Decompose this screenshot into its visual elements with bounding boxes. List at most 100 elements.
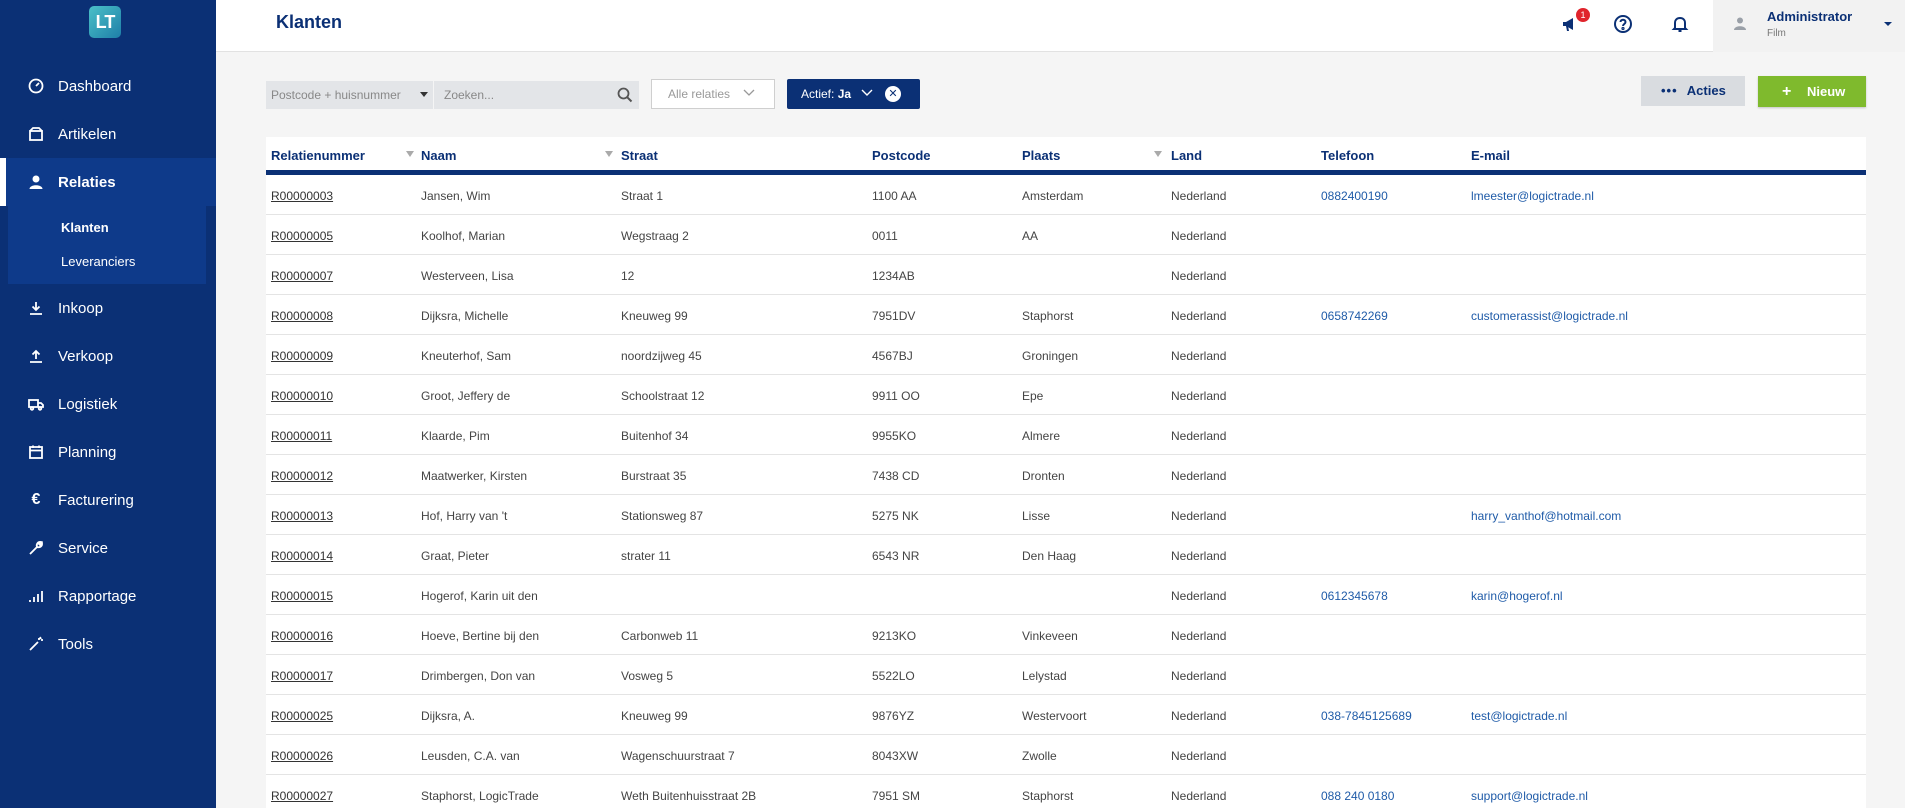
cell-telefoon[interactable]: 0882400190 <box>1321 189 1388 203</box>
column-header-relatienummer[interactable]: Relatienummer <box>271 148 414 163</box>
table-row[interactable]: R00000013 Hof, Harry van 't Stationsweg 87… <box>266 495 1866 535</box>
sidebar-item-facturering[interactable]: € Facturering <box>0 476 216 524</box>
acties-button[interactable]: ••• Acties <box>1641 76 1745 106</box>
table-row[interactable]: R00000015 Hogerof, Karin uit den Nederland… <box>266 575 1866 615</box>
cell-telefoon[interactable]: 088 240 0180 <box>1321 789 1395 803</box>
top-header: Klanten 1 Administrator Film <box>216 0 1905 52</box>
cell-email[interactable]: test@logictrade.nl <box>1471 709 1568 723</box>
table-row[interactable]: R00000026 Leusden, C.A. van Wagenschuurstr… <box>266 735 1866 775</box>
cell-postcode: 9955KO <box>872 429 917 443</box>
cell-relatienummer[interactable]: R00000008 <box>271 309 334 323</box>
table-row[interactable]: R00000008 Dijksra, Michelle Kneuweg 99 7951… <box>266 295 1866 335</box>
table-row[interactable]: R00000005 Koolhof, Marian Wegstraag 2 0011 A… <box>266 215 1866 255</box>
cell-email[interactable]: lmeester@logictrade.nl <box>1471 189 1594 203</box>
filter-icon[interactable] <box>1154 151 1162 157</box>
cell-relatienummer[interactable]: R00000009 <box>271 349 334 363</box>
user-name: Administrator <box>1767 9 1853 24</box>
cell-email[interactable]: support@logictrade.nl <box>1471 789 1588 803</box>
table-row[interactable]: R00000025 Dijksra, A. Kneuweg 99 9876YZ West… <box>266 695 1866 735</box>
table-row[interactable]: R00000009 Kneuterhof, Sam noordzijweg 45 45… <box>266 335 1866 375</box>
cell-plaats: Lisse <box>1022 509 1051 523</box>
cell-relatienummer[interactable]: R00000016 <box>271 629 334 643</box>
cell-postcode: 6543 NR <box>872 549 920 563</box>
cell-naam: Kneuterhof, Sam <box>421 349 512 363</box>
cell-relatienummer[interactable]: R00000013 <box>271 509 334 523</box>
cell-relatienummer[interactable]: R00000014 <box>271 549 334 563</box>
table-row[interactable]: R00000016 Hoeve, Bertine bij den Carbonweb… <box>266 615 1866 655</box>
actief-filter-chip[interactable]: Actief: Ja ✕ <box>787 79 920 109</box>
table-row[interactable]: R00000014 Graat, Pieter strater 11 6543 NR D… <box>266 535 1866 575</box>
new-relation-button[interactable]: + Nieuw <box>1758 76 1866 107</box>
column-label: Telefoon <box>1321 148 1375 163</box>
filter-icon[interactable] <box>406 151 414 157</box>
cell-telefoon[interactable]: 0612345678 <box>1321 589 1388 603</box>
sidebar-item-inkoop[interactable]: Inkoop <box>0 284 216 332</box>
sidebar-subitem-klanten[interactable]: Klanten <box>61 219 109 235</box>
cell-relatienummer[interactable]: R00000010 <box>271 389 334 403</box>
sidebar-item-planning[interactable]: Planning <box>0 428 216 476</box>
announcement-button[interactable]: 1 <box>1558 8 1590 36</box>
cell-telefoon[interactable]: 038-7845125689 <box>1321 709 1412 723</box>
sidebar-item-label: Planning <box>58 443 117 461</box>
cell-relatienummer[interactable]: R00000005 <box>271 229 334 243</box>
column-header-telefoon[interactable]: Telefoon <box>1321 148 1374 163</box>
cell-relatienummer[interactable]: R00000003 <box>271 189 334 203</box>
cell-postcode: 7438 CD <box>872 469 920 483</box>
column-header-plaats[interactable]: Plaats <box>1022 148 1162 163</box>
cell-relatienummer[interactable]: R00000012 <box>271 469 334 483</box>
relaties-filter-dropdown[interactable]: Alle relaties <box>651 79 775 109</box>
cell-relatienummer[interactable]: R00000027 <box>271 789 334 803</box>
cell-naam: Staphorst, LogicTrade <box>421 789 539 803</box>
sidebar-item-dashboard[interactable]: Dashboard <box>0 62 216 110</box>
column-header-postcode[interactable]: Postcode <box>872 148 931 163</box>
cell-relatienummer[interactable]: R00000015 <box>271 589 334 603</box>
sidebar-item-service[interactable]: Service <box>0 524 216 572</box>
sidebar-item-artikelen[interactable]: Artikelen <box>0 110 216 158</box>
caret-down-icon <box>420 92 428 97</box>
postcode-search-select[interactable]: Postcode + huisnummer <box>266 81 433 109</box>
column-label: Plaats <box>1022 148 1061 163</box>
sidebar-item-verkoop[interactable]: Verkoop <box>0 332 216 380</box>
column-label: Relatienummer <box>271 148 365 163</box>
cell-land: Nederland <box>1171 789 1227 803</box>
sidebar-subitem-leveranciers[interactable]: Leveranciers <box>61 253 136 269</box>
main-nav: Dashboard Artikelen Relaties Klanten Lev… <box>0 62 216 668</box>
clear-filter-icon[interactable]: ✕ <box>885 86 901 102</box>
table-row[interactable]: R00000007 Westerveen, Lisa 12 1234AB Nederl… <box>266 255 1866 295</box>
sidebar-item-relaties[interactable]: Relaties <box>0 158 216 206</box>
column-header-email[interactable]: E-mail <box>1471 148 1510 163</box>
search-icon[interactable] <box>617 87 633 103</box>
column-header-land[interactable]: Land <box>1171 148 1202 163</box>
cell-email[interactable]: customerassist@logictrade.nl <box>1471 309 1628 323</box>
app-logo[interactable]: LT <box>89 6 121 38</box>
cell-email[interactable]: harry_vanthof@hotmail.com <box>1471 509 1622 523</box>
notifications-button[interactable] <box>1668 12 1692 36</box>
column-header-straat[interactable]: Straat <box>621 148 658 163</box>
cell-relatienummer[interactable]: R00000025 <box>271 709 334 723</box>
sidebar-item-rapportage[interactable]: Rapportage <box>0 572 216 620</box>
cell-straat: Carbonweb 11 <box>621 629 699 643</box>
sidebar-item-label: Verkoop <box>58 347 114 365</box>
table-row[interactable]: R00000012 Maatwerker, Kirsten Burstraat 35… <box>266 455 1866 495</box>
search-input[interactable] <box>444 88 604 102</box>
cell-relatienummer[interactable]: R00000011 <box>271 429 333 443</box>
table-row[interactable]: R00000027 Staphorst, LogicTrade Weth Buite… <box>266 775 1866 808</box>
filter-icon[interactable] <box>605 151 613 157</box>
table-row[interactable]: R00000011 Klaarde, Pim Buitenhof 34 9955KO A… <box>266 415 1866 455</box>
table-row[interactable]: R00000017 Drimbergen, Don van Vosweg 5 5522… <box>266 655 1866 695</box>
cell-telefoon[interactable]: 0658742269 <box>1321 309 1388 323</box>
sidebar-item-tools[interactable]: Tools <box>0 620 216 668</box>
sidebar-item-label: Inkoop <box>58 299 104 317</box>
user-menu[interactable]: Administrator Film <box>1713 0 1905 52</box>
cell-relatienummer[interactable]: R00000017 <box>271 669 334 683</box>
cell-email[interactable]: karin@hogerof.nl <box>1471 589 1563 603</box>
cell-relatienummer[interactable]: R00000026 <box>271 749 334 763</box>
table-row[interactable]: R00000003 Jansen, Wim Straat 1 1100 AA Amste… <box>266 175 1866 215</box>
acties-label: Acties <box>1686 83 1726 98</box>
help-button[interactable] <box>1611 12 1635 36</box>
sidebar-item-logistiek[interactable]: Logistiek <box>0 380 216 428</box>
table-row[interactable]: R00000010 Groot, Jeffery de Schoolstraat 1… <box>266 375 1866 415</box>
column-header-naam[interactable]: Naam <box>421 148 613 163</box>
cell-naam: Dijksra, A. <box>421 709 476 723</box>
cell-relatienummer[interactable]: R00000007 <box>271 269 334 283</box>
